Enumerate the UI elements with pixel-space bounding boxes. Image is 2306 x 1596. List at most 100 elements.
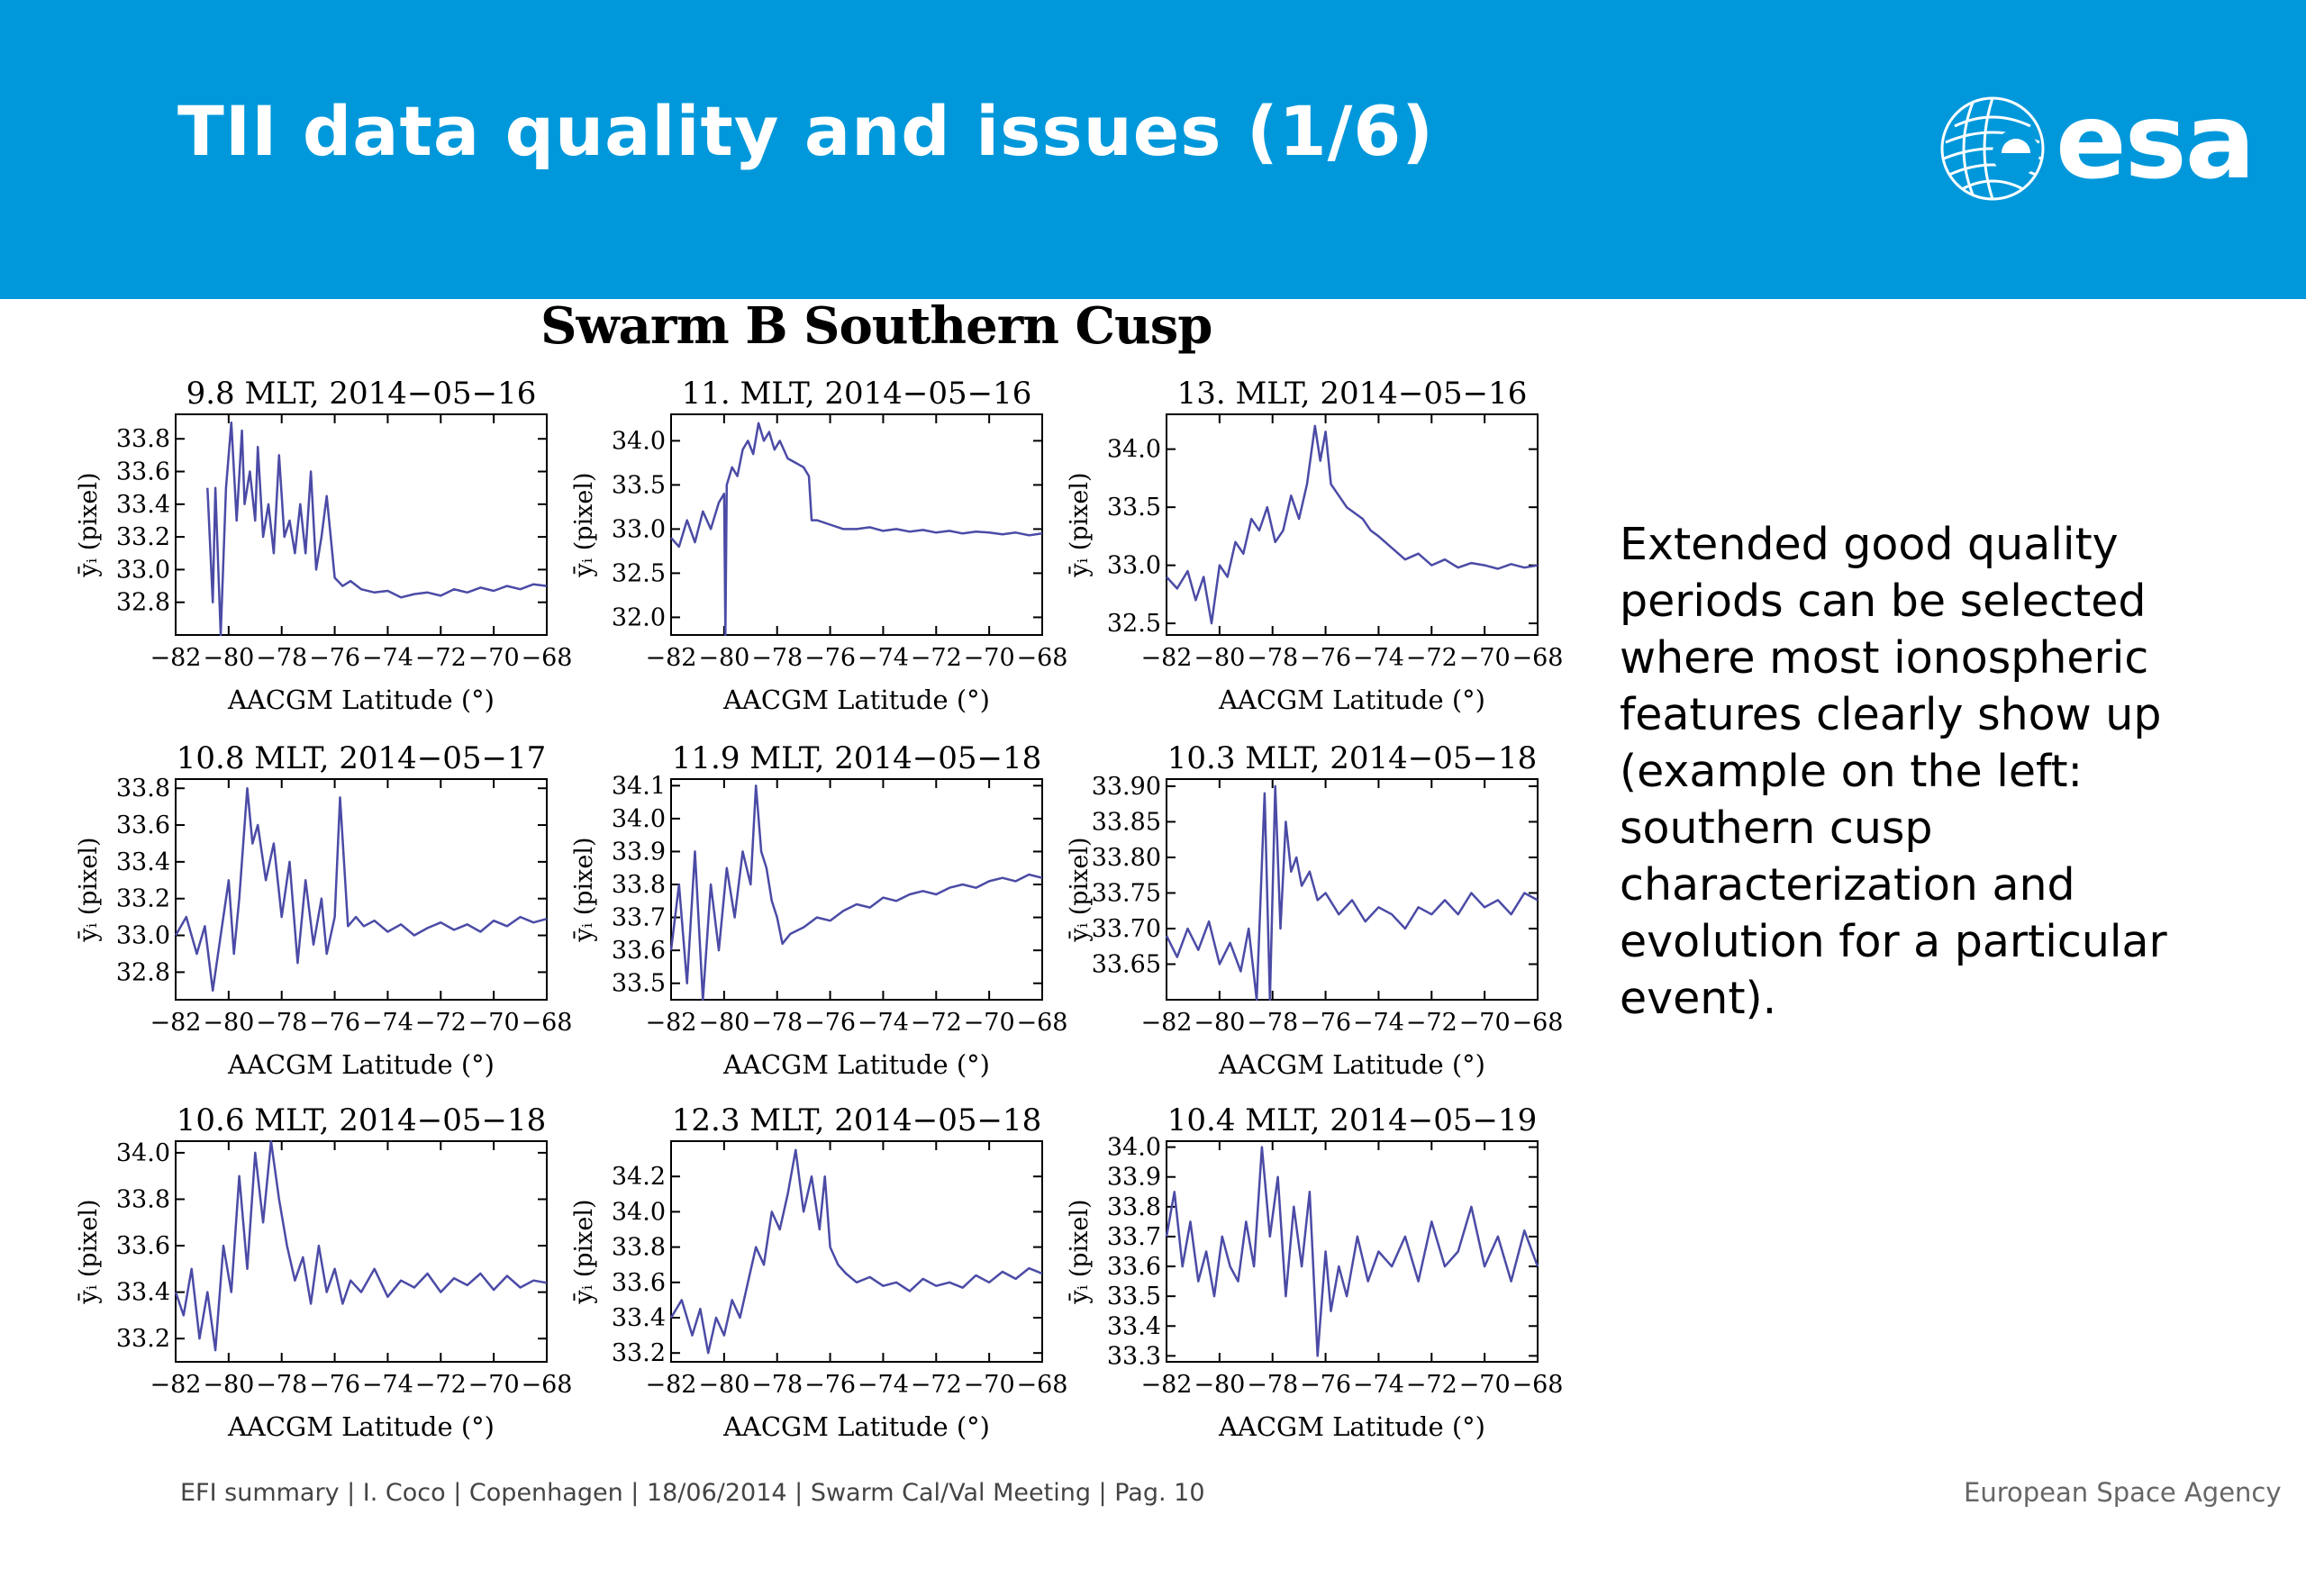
y-axis-label: ȳᵢ (pixel) (570, 837, 598, 942)
plot-frame (1166, 1140, 1539, 1363)
x-tick-label: −72 (1406, 644, 1457, 672)
y-tick-label: 32.5 (1107, 610, 1161, 638)
x-tick-label: −72 (911, 1009, 962, 1037)
slide-title: TII data quality and issues (1/6) (177, 91, 1434, 171)
x-tick-label: −76 (309, 1371, 360, 1399)
x-tick-label: −74 (362, 1371, 413, 1399)
x-tick-label: −74 (1353, 1009, 1404, 1037)
x-axis-label: AACGM Latitude (°) (722, 1049, 990, 1080)
y-tick-label: 34.0 (612, 1198, 666, 1226)
x-tick-label: −72 (911, 644, 962, 672)
x-axis-label: AACGM Latitude (°) (1218, 1049, 1485, 1080)
x-tick-label: −82 (150, 1009, 202, 1037)
x-tick-label: −68 (522, 644, 573, 672)
y-tick-label: 33.0 (612, 515, 666, 543)
y-tick-label: 33.5 (612, 471, 666, 499)
y-axis-label: ȳᵢ (pixel) (1066, 1199, 1094, 1304)
x-tick-label: −78 (751, 1009, 803, 1037)
y-tick-label: 33.0 (1107, 552, 1161, 580)
chart-panel: 10.8 MLT, 2014−05−17 −82 −80 −78 −76 −74 −72 −7… (75, 740, 572, 1080)
y-axis-label: ȳᵢ (pixel) (75, 837, 103, 942)
x-axis-label: AACGM Latitude (°) (1218, 1411, 1485, 1442)
x-tick-label: −74 (362, 1009, 413, 1037)
x-tick-label: −80 (203, 1371, 254, 1399)
x-tick-label: −68 (1512, 1371, 1564, 1399)
y-tick-label: 33.6 (116, 812, 170, 839)
chart-panel: 10.3 MLT, 2014−05−18 −82 −80 −78 −76 −74 −72 −7… (1066, 740, 1563, 1080)
chart-panel: 12.3 MLT, 2014−05−18 −82 −80 −78 −76 −74 −72 −7… (570, 1102, 1067, 1442)
x-tick-label: −80 (698, 1371, 749, 1399)
plot-frame (670, 778, 1043, 1001)
y-tick-label: 32.0 (612, 603, 666, 631)
plot-frame (175, 778, 548, 1001)
x-tick-label: −80 (1194, 1371, 1245, 1399)
series-line (670, 422, 1043, 637)
chart-title: 9.8 MLT, 2014−05−16 (186, 376, 537, 412)
series-line (669, 784, 1043, 1002)
footer-text: EFI summary | I. Coco | Copenhagen | 18/… (180, 1479, 1205, 1507)
y-tick-label: 33.4 (612, 1304, 666, 1332)
x-tick-label: −68 (1017, 1371, 1068, 1399)
chart-panel: 10.4 MLT, 2014−05−19 −82 −80 −78 −76 −74 −72 −7… (1066, 1102, 1563, 1442)
series-line (669, 1148, 1043, 1355)
x-tick-label: −68 (1512, 1009, 1564, 1037)
chart-panel: 11.9 MLT, 2014−05−18 −82 −80 −78 −76 −74 −72 −7… (570, 740, 1067, 1080)
series-line (174, 1139, 548, 1352)
x-tick-label: −72 (911, 1371, 962, 1399)
series-line (174, 786, 548, 993)
x-tick-label: −80 (698, 644, 749, 672)
x-tick-label: −76 (309, 1009, 360, 1037)
y-tick-label: 33.6 (116, 458, 170, 486)
y-tick-label: 33.5 (612, 970, 666, 998)
y-tick-label: 33.6 (1107, 1253, 1161, 1281)
x-tick-label: −74 (362, 644, 413, 672)
y-tick-label: 33.8 (116, 775, 170, 803)
y-tick-label: 33.4 (1107, 1312, 1161, 1340)
y-tick-label: 33.2 (116, 1325, 170, 1353)
x-tick-label: −70 (468, 644, 520, 672)
y-tick-label: 33.85 (1092, 808, 1161, 836)
y-tick-label: 33.3 (1107, 1342, 1161, 1370)
x-tick-label: −68 (522, 1371, 573, 1399)
x-axis-label: AACGM Latitude (°) (227, 1411, 495, 1442)
y-tick-label: 34.0 (116, 1139, 170, 1167)
x-tick-label: −74 (858, 1371, 909, 1399)
x-axis-label: AACGM Latitude (°) (722, 1411, 990, 1442)
x-tick-label: −76 (1300, 1371, 1351, 1399)
x-tick-label: −78 (1247, 644, 1298, 672)
x-tick-label: −70 (468, 1009, 520, 1037)
y-tick-label: 33.2 (116, 523, 170, 551)
x-tick-label: −68 (522, 1009, 573, 1037)
esa-logo: esa (1937, 90, 2261, 207)
x-tick-label: −82 (150, 644, 202, 672)
plot-frame (175, 413, 548, 636)
x-axis-label: AACGM Latitude (°) (722, 685, 990, 715)
x-tick-label: −78 (256, 1371, 307, 1399)
x-tick-label: −70 (964, 1009, 1015, 1037)
figure-title: Swarm B Southern Cusp (540, 296, 1212, 356)
y-tick-label: 34.2 (612, 1163, 666, 1191)
y-tick-label: 33.4 (116, 848, 170, 876)
x-tick-label: −80 (1194, 1009, 1245, 1037)
y-tick-label: 33.75 (1092, 879, 1161, 907)
side-description: Extended good quality periods can be sel… (1620, 519, 2167, 1024)
plot-frame (1166, 778, 1539, 1001)
y-tick-label: 33.0 (116, 556, 170, 584)
y-tick-label: 33.2 (116, 885, 170, 913)
x-tick-label: −82 (1141, 1009, 1193, 1037)
x-tick-label: −80 (1194, 644, 1245, 672)
agency-name: European Space Agency (1964, 1477, 2282, 1508)
chart-title: 10.8 MLT, 2014−05−17 (177, 740, 546, 776)
x-tick-label: −70 (964, 644, 1015, 672)
x-tick-label: −68 (1017, 644, 1068, 672)
x-tick-label: −78 (256, 644, 307, 672)
y-axis-label: ȳᵢ (pixel) (1066, 472, 1094, 577)
x-tick-label: −70 (1459, 644, 1511, 672)
chart-panel: 9.8 MLT, 2014−05−16 −82 −80 −78 −76 −74 −72 −70… (75, 376, 572, 715)
x-tick-label: −70 (468, 1371, 520, 1399)
chart-title: 13. MLT, 2014−05−16 (1177, 376, 1528, 412)
x-tick-label: −82 (646, 1371, 697, 1399)
chart-panel: 13. MLT, 2014−05−16 −82 −80 −78 −76 −74 −72 −70… (1066, 376, 1563, 715)
x-tick-label: −76 (804, 1009, 856, 1037)
x-tick-label: −74 (1353, 1371, 1404, 1399)
